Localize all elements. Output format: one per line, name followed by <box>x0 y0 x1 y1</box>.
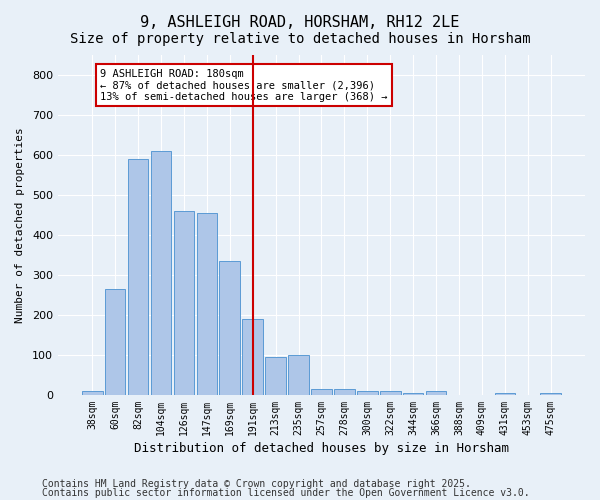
Bar <box>265 357 286 395</box>
Bar <box>82 391 103 395</box>
Bar <box>128 159 148 395</box>
Bar <box>494 393 515 395</box>
Bar <box>426 391 446 395</box>
Y-axis label: Number of detached properties: Number of detached properties <box>15 127 25 323</box>
Bar <box>311 389 332 395</box>
Bar <box>403 393 424 395</box>
Bar <box>357 391 377 395</box>
Bar <box>541 393 561 395</box>
Bar <box>242 319 263 395</box>
Text: 9, ASHLEIGH ROAD, HORSHAM, RH12 2LE: 9, ASHLEIGH ROAD, HORSHAM, RH12 2LE <box>140 15 460 30</box>
Text: Size of property relative to detached houses in Horsham: Size of property relative to detached ho… <box>70 32 530 46</box>
Bar <box>173 211 194 395</box>
Text: 9 ASHLEIGH ROAD: 180sqm
← 87% of detached houses are smaller (2,396)
13% of semi: 9 ASHLEIGH ROAD: 180sqm ← 87% of detache… <box>100 68 388 102</box>
Bar <box>220 261 240 395</box>
X-axis label: Distribution of detached houses by size in Horsham: Distribution of detached houses by size … <box>134 442 509 455</box>
Bar <box>334 389 355 395</box>
Text: Contains public sector information licensed under the Open Government Licence v3: Contains public sector information licen… <box>42 488 530 498</box>
Bar <box>288 355 309 395</box>
Text: Contains HM Land Registry data © Crown copyright and database right 2025.: Contains HM Land Registry data © Crown c… <box>42 479 471 489</box>
Bar <box>151 151 171 395</box>
Bar <box>197 213 217 395</box>
Bar <box>105 289 125 395</box>
Bar <box>380 391 401 395</box>
